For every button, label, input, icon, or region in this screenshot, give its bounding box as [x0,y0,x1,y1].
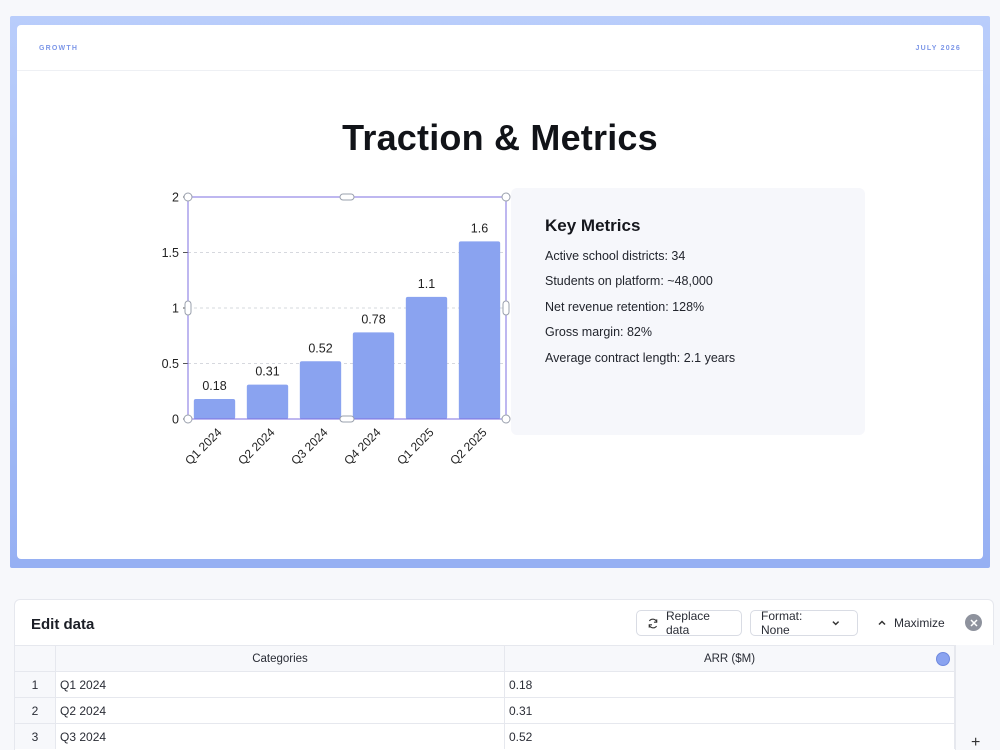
x-tick-label: Q4 2024 [341,425,384,468]
x-tick-label: Q2 2025 [447,425,490,468]
bar[interactable] [458,241,501,419]
table-row: 1 Q1 2024 0.18 [15,671,955,697]
category-cell[interactable]: Q3 2024 [56,724,505,749]
edit-data-panel: Edit data Replace data Format: None Maxi… [14,599,995,750]
replace-data-label: Replace data [665,609,710,637]
chevron-down-icon [831,621,839,626]
row-number: 2 [15,698,56,723]
resize-handle[interactable] [339,193,355,201]
y-tick-label: 2 [172,191,179,205]
slide-canvas[interactable]: GROWTH JULY 2026 Traction & Metrics 0 0.5… [17,25,983,559]
bar-chart[interactable]: 0 0.5 1 1.5 2 0.18 0.31 0.52 0.78 1.1 1.6 Q1 2024… [147,185,517,485]
metric-item: Gross margin: 82% [545,325,652,339]
data-label: 0.18 [202,379,226,393]
metric-item: Students on platform: ~48,000 [545,274,713,288]
resize-handle[interactable] [501,192,511,202]
add-column-button[interactable]: + [971,734,981,750]
row-number-header [15,646,56,671]
x-tick-label: Q2 2024 [235,425,278,468]
bar[interactable] [299,361,342,419]
close-icon [969,618,978,627]
row-number: 1 [15,672,56,697]
x-tick-label: Q3 2024 [288,425,331,468]
slide-date-label: JULY 2026 [915,45,961,52]
resize-handle[interactable] [501,414,511,424]
grid-header-row: Categories ARR ($M) [15,645,955,671]
resize-handle[interactable] [183,414,193,424]
row-number: 3 [15,724,56,749]
x-tick-label: Q1 2025 [394,425,437,468]
slide-section-label: GROWTH [39,45,79,52]
data-label: 1.6 [471,221,488,235]
data-label: 0.31 [255,365,279,379]
y-tick-label: 1.5 [162,246,179,260]
data-label: 0.52 [308,341,332,355]
key-metrics-card[interactable]: Key Metrics Active school districts: 34 … [511,188,865,435]
column-header-value-label: ARR ($M) [703,652,756,665]
table-row: 3 Q3 2024 0.52 [15,723,955,749]
data-label: 1.1 [418,277,435,291]
category-cell[interactable]: Q2 2024 [56,698,505,723]
value-cell[interactable]: 0.31 [505,698,955,723]
bar[interactable] [246,384,289,419]
format-label: Format: None [761,609,803,637]
close-panel-button[interactable] [965,614,982,631]
slide-header: GROWTH JULY 2026 [17,25,983,71]
bar[interactable] [352,332,395,419]
metric-item: Active school districts: 34 [545,249,686,263]
maximize-button[interactable]: Maximize [866,610,956,636]
slide-frame: GROWTH JULY 2026 Traction & Metrics 0 0.5… [10,16,990,568]
bar[interactable] [405,296,448,419]
bar[interactable] [193,399,236,419]
value-cell[interactable]: 0.52 [505,724,955,749]
value-cell[interactable]: 0.18 [505,672,955,697]
column-header-value[interactable]: ARR ($M) [505,646,955,671]
resize-handle[interactable] [339,415,355,423]
metrics-title: Key Metrics [545,216,641,235]
x-tick-label: Q1 2024 [182,425,225,468]
table-row: 2 Q2 2024 0.31 [15,697,955,723]
column-header-categories[interactable]: Categories [56,646,505,671]
data-label: 0.78 [361,312,385,326]
resize-handle[interactable] [184,300,192,316]
y-tick-label: 0.5 [162,357,179,371]
category-cell[interactable]: Q1 2024 [56,672,505,697]
y-tick-label: 1 [172,302,179,316]
maximize-label: Maximize [894,616,945,630]
grid-side-column [955,645,995,750]
y-tick-label: 0 [172,413,179,427]
metric-item: Average contract length: 2.1 years [545,351,736,365]
format-dropdown[interactable]: Format: None [750,609,858,637]
resize-handle[interactable] [183,192,193,202]
replace-data-button[interactable]: Replace data [636,609,742,637]
refresh-icon [648,618,658,628]
chevron-up-icon [878,620,886,626]
series-color-swatch[interactable] [936,652,950,666]
edit-data-title: Edit data [31,616,95,633]
slide-title[interactable]: Traction & Metrics [342,117,658,158]
metric-item: Net revenue retention: 128% [545,300,705,314]
resize-handle[interactable] [502,300,510,316]
